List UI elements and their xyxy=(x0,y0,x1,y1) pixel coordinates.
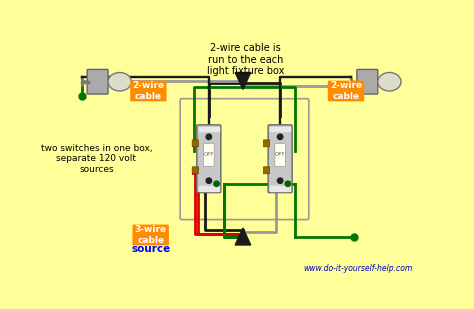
Circle shape xyxy=(277,178,283,183)
Circle shape xyxy=(277,134,283,139)
FancyBboxPatch shape xyxy=(203,143,214,167)
FancyBboxPatch shape xyxy=(192,140,198,147)
Text: www.do-it-yourself-help.com: www.do-it-yourself-help.com xyxy=(303,264,412,273)
Bar xyxy=(199,127,219,131)
Circle shape xyxy=(214,181,219,186)
FancyBboxPatch shape xyxy=(180,99,309,220)
FancyBboxPatch shape xyxy=(130,81,166,101)
FancyBboxPatch shape xyxy=(87,70,108,94)
Text: source: source xyxy=(131,244,170,254)
Polygon shape xyxy=(235,73,251,89)
FancyBboxPatch shape xyxy=(268,125,292,193)
Circle shape xyxy=(206,178,211,183)
Bar xyxy=(270,127,290,131)
FancyBboxPatch shape xyxy=(264,167,270,174)
Text: OFF: OFF xyxy=(275,152,285,157)
Bar xyxy=(270,186,290,191)
FancyBboxPatch shape xyxy=(133,225,169,245)
Text: 2-wire
cable: 2-wire cable xyxy=(132,81,164,101)
FancyBboxPatch shape xyxy=(192,167,198,174)
FancyBboxPatch shape xyxy=(357,70,378,94)
Text: 2-wire
cable: 2-wire cable xyxy=(330,81,362,101)
Circle shape xyxy=(206,134,211,139)
FancyBboxPatch shape xyxy=(264,140,270,147)
Ellipse shape xyxy=(378,73,401,91)
Bar xyxy=(199,186,219,191)
Polygon shape xyxy=(235,228,251,245)
FancyBboxPatch shape xyxy=(328,81,364,101)
Ellipse shape xyxy=(108,73,131,91)
Text: 3-wire
cable: 3-wire cable xyxy=(135,225,167,245)
Text: OFF: OFF xyxy=(203,152,214,157)
FancyBboxPatch shape xyxy=(197,125,221,193)
FancyBboxPatch shape xyxy=(275,143,285,167)
Circle shape xyxy=(285,181,291,186)
Text: two switches in one box,
separate 120 volt
sources: two switches in one box, separate 120 vo… xyxy=(41,144,152,174)
Text: 2-wire cable is
run to the each
light fixture box: 2-wire cable is run to the each light fi… xyxy=(207,43,284,76)
